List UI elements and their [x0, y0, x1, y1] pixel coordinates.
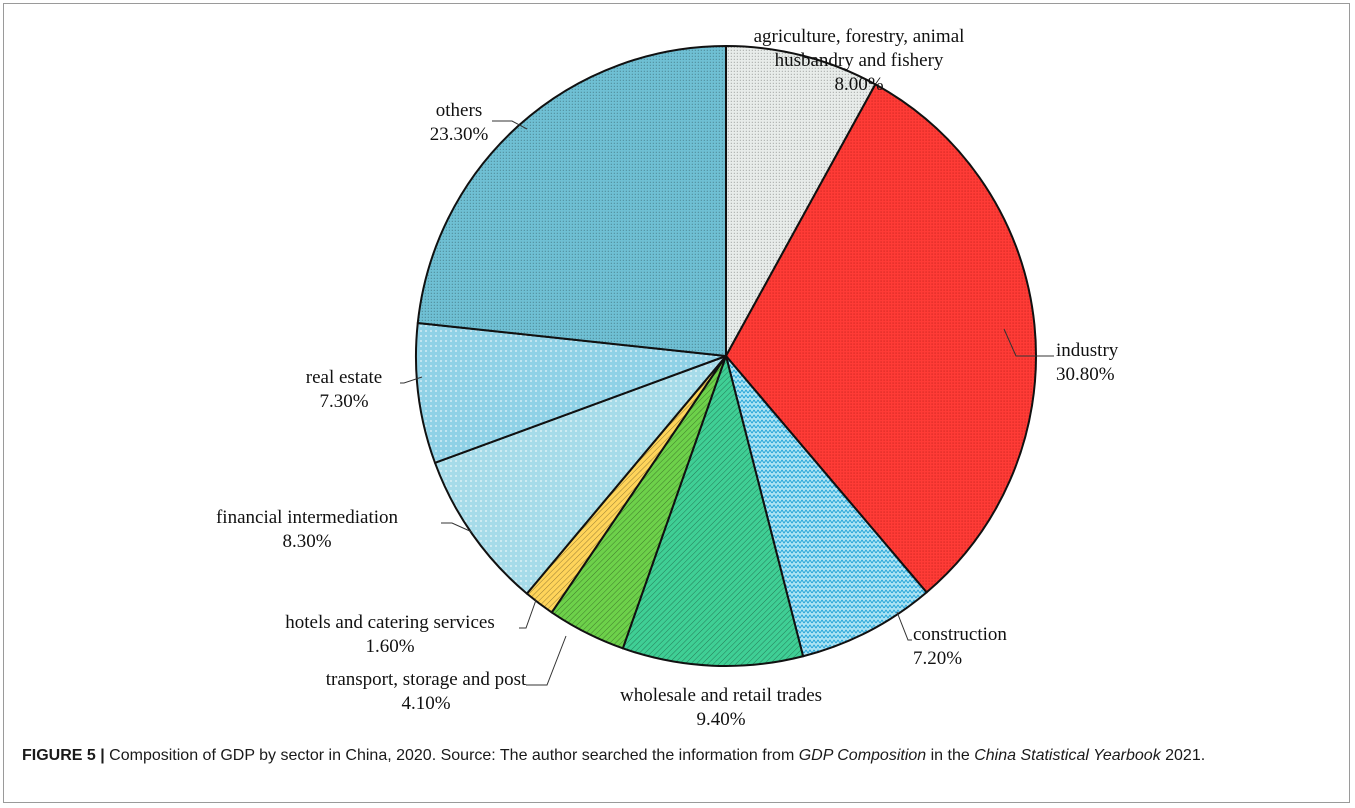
- caption-italic-2: China Statistical Yearbook: [974, 747, 1161, 764]
- pie-slice-texture-others: [416, 45, 727, 357]
- slice-label-transport-storage-and-post: transport, storage and post: [326, 669, 527, 690]
- slice-value-construction: 7.20%: [913, 648, 962, 669]
- pie-slice-texture-agriculture-forestry-animal: [725, 45, 877, 357]
- slice-label-construction: construction: [913, 624, 1007, 645]
- slice-labels: agriculture, forestry, animal husbandry a…: [216, 26, 1119, 730]
- caption-text-1: Composition of GDP by sector in China, 2…: [104, 747, 799, 764]
- figure-frame: agriculture, forestry, animal husbandry a…: [3, 3, 1350, 803]
- caption-label: FIGURE 5 |: [22, 747, 105, 764]
- slice-value-financial-intermediation: 8.30%: [282, 531, 331, 552]
- pie-slice-texture-real-estate: [415, 321, 727, 464]
- caption-text-3: 2021.: [1160, 747, 1206, 764]
- slice-value-others: 23.30%: [430, 124, 489, 145]
- pie-chart: agriculture, forestry, animal husbandry a…: [216, 26, 1119, 730]
- slice-label-hotels-and-catering-services: hotels and catering services: [285, 612, 494, 633]
- slice-label-financial-intermediation: financial intermediation: [216, 507, 399, 528]
- slice-value-agriculture-forestry-animal: 8.00%: [834, 74, 883, 95]
- pie-slice-texture-construction: [725, 355, 928, 658]
- pie-slice-texture-wholesale-and-retail-trades: [621, 355, 805, 667]
- slice-label-others: others: [436, 100, 482, 121]
- slice-label-agriculture-forestry-animal: agriculture, forestry, animal: [754, 26, 965, 47]
- pie-slices: [415, 45, 1037, 667]
- leader-line-others: [492, 120, 528, 130]
- caption-text-2: in the: [926, 747, 975, 764]
- slice-value-transport-storage-and-post: 4.10%: [401, 693, 450, 714]
- leader-line-construction: [896, 611, 912, 641]
- leader-line-real-estate: [400, 376, 423, 384]
- leader-lines: [400, 120, 1054, 686]
- leader-line-financial-intermediation: [441, 522, 473, 533]
- leader-line-hotels-and-catering-services: [519, 599, 537, 629]
- slice-label-industry: industry: [1056, 340, 1119, 361]
- slice-value-wholesale-and-retail-trades: 9.40%: [696, 709, 745, 730]
- slice-value-hotels-and-catering-services: 1.60%: [365, 636, 414, 657]
- slice-value-industry: 30.80%: [1056, 364, 1115, 385]
- leader-line-transport-storage-and-post: [526, 635, 567, 686]
- slice-value-real-estate: 7.30%: [319, 391, 368, 412]
- slice-label-wholesale-and-retail-trades: wholesale and retail trades: [620, 685, 822, 706]
- pie-slice-texture-industry: [725, 83, 1037, 594]
- pie-slice-texture-financial-intermediation: [433, 355, 727, 595]
- slice-label-real-estate: real estate: [306, 367, 382, 388]
- leader-line-industry: [1003, 328, 1054, 357]
- figure-caption: FIGURE 5 | Composition of GDP by sector …: [22, 745, 1332, 767]
- caption-italic-1: GDP Composition: [798, 747, 927, 764]
- slice-label-agriculture-forestry-animal: husbandry and fishery: [775, 50, 944, 71]
